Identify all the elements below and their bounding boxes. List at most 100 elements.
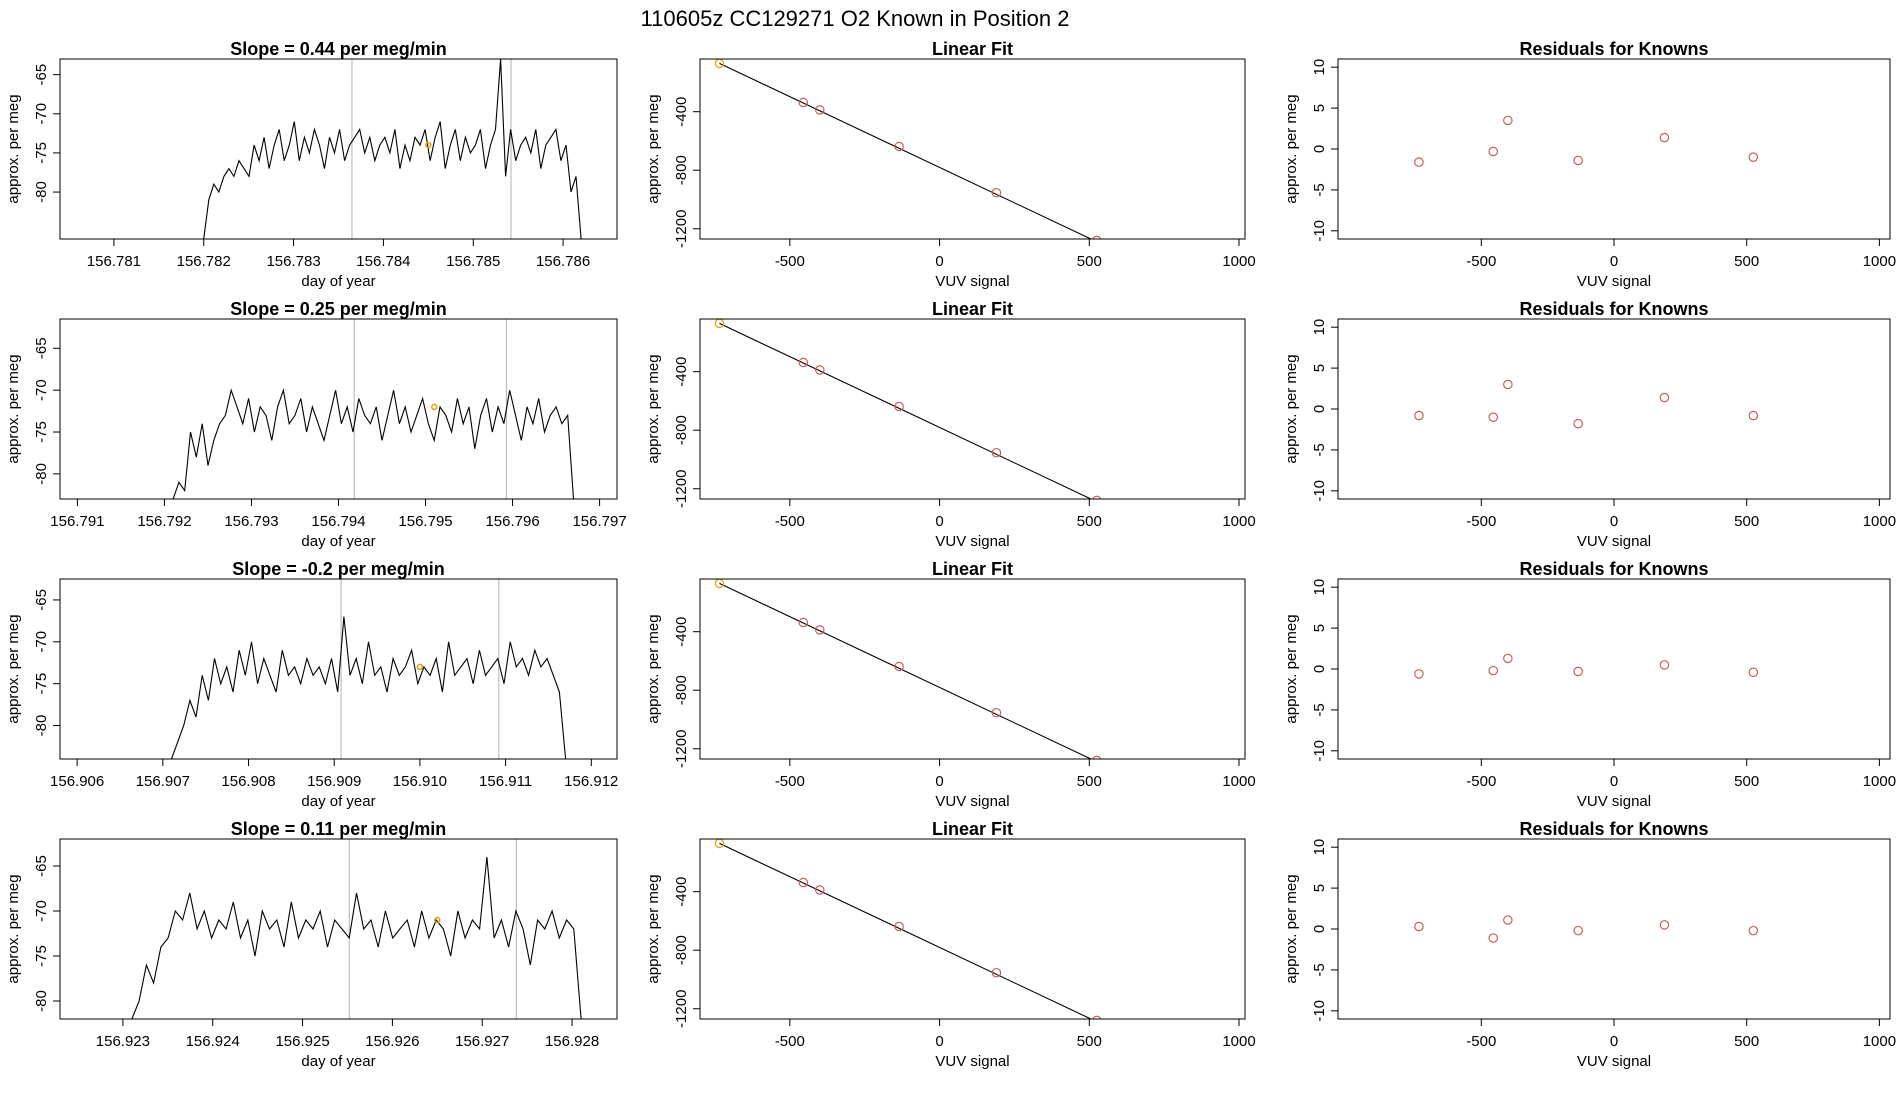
chart-title: Linear Fit — [932, 819, 1013, 839]
x-tick-label: -500 — [1466, 773, 1496, 790]
data-layer — [203, 59, 582, 239]
y-tick-label: -65 — [33, 337, 50, 359]
data-layer — [172, 319, 575, 499]
y-tick-label: 0 — [1311, 925, 1328, 933]
x-tick-label: 500 — [1734, 253, 1759, 270]
y-tick-label: -75 — [33, 142, 50, 164]
chart-panel-3-3: Residuals for Knowns VUV signal approx. pe… — [1283, 559, 1896, 810]
data-point — [814, 625, 825, 635]
x-axis-label: VUV signal — [935, 273, 1009, 290]
y-tick-label: -800 — [673, 675, 690, 705]
y-tick-label: 10 — [1311, 839, 1328, 856]
series-line — [203, 59, 582, 239]
plot-frame — [1337, 318, 1891, 500]
x-axis-label: VUV signal — [935, 533, 1009, 550]
data-point — [1092, 1015, 1102, 1019]
data-layer — [1414, 379, 1759, 429]
x-tick-label: 156.923 — [96, 1033, 150, 1050]
data-point — [1748, 152, 1759, 162]
data-point — [1414, 157, 1424, 167]
x-axis-label: day of year — [301, 1053, 375, 1070]
data-layer — [714, 319, 1102, 499]
data-point — [894, 921, 904, 932]
data-point — [1659, 920, 1670, 930]
x-tick-label: 156.786 — [536, 253, 590, 270]
y-tick-label: 5 — [1311, 364, 1328, 372]
y-axis-label: approx. per meg — [645, 614, 662, 723]
x-tick-label: 500 — [1077, 773, 1102, 790]
x-axis-label: VUV signal — [1577, 793, 1651, 810]
data-point — [1503, 115, 1513, 126]
y-tick-label: -1200 — [673, 470, 690, 508]
data-point — [814, 885, 825, 895]
fit-line — [719, 62, 1093, 239]
y-axis-label: approx. per meg — [1283, 354, 1300, 463]
y-tick-label: -10 — [1311, 480, 1328, 502]
y-tick-label: -400 — [673, 617, 690, 647]
x-tick-label: 156.792 — [137, 513, 191, 530]
y-tick-label: 5 — [1311, 624, 1328, 632]
x-tick-label: 1000 — [1863, 513, 1896, 530]
y-tick-label: -10 — [1311, 740, 1328, 762]
plot-grid: Slope = 0.44 per meg/min day of year appro… — [5, 39, 1896, 1070]
x-tick-label: 156.794 — [311, 513, 365, 530]
data-point — [1414, 669, 1424, 679]
highlight-point — [425, 141, 432, 149]
y-tick-label: 0 — [1311, 405, 1328, 413]
y-axis-label: approx. per meg — [5, 874, 22, 983]
data-point — [1573, 925, 1583, 936]
y-tick-label: -80 — [33, 181, 50, 203]
x-tick-label: 1000 — [1863, 1033, 1896, 1050]
y-tick-label: 10 — [1311, 579, 1328, 596]
y-tick-label: -800 — [673, 155, 690, 185]
y-axis-label: approx. per meg — [5, 94, 22, 203]
y-axis-label: approx. per meg — [1283, 94, 1300, 203]
fit-line — [719, 322, 1093, 499]
y-axis-label: approx. per meg — [1283, 614, 1300, 723]
x-axis-label: day of year — [301, 273, 375, 290]
data-point — [1748, 667, 1759, 678]
y-tick-label: -400 — [673, 877, 690, 907]
data-point — [1503, 915, 1513, 925]
highlight-point — [416, 663, 424, 671]
y-tick-label: -70 — [33, 379, 50, 401]
data-layer — [714, 839, 1102, 1019]
chart-panel-1-1: Slope = 0.44 per meg/min day of year appro… — [5, 39, 618, 290]
y-tick-label: -10 — [1311, 1000, 1328, 1022]
x-tick-label: -500 — [775, 253, 805, 270]
x-axis-label: VUV signal — [935, 793, 1009, 810]
data-point — [1488, 665, 1499, 676]
data-point — [1748, 925, 1759, 936]
chart-panel-1-3: Slope = -0.2 per meg/min day of year appro… — [5, 559, 618, 810]
y-axis-label: approx. per meg — [645, 874, 662, 983]
y-tick-label: -65 — [33, 64, 50, 86]
x-tick-label: 156.928 — [545, 1033, 599, 1050]
data-point — [991, 967, 1002, 978]
plot-frame — [699, 318, 1246, 500]
x-tick-label: 156.795 — [398, 513, 452, 530]
data-point — [814, 105, 825, 115]
x-tick-label: 0 — [1610, 253, 1618, 270]
data-point — [894, 661, 904, 672]
x-tick-label: 0 — [935, 773, 943, 790]
y-tick-label: 0 — [1311, 145, 1328, 153]
y-tick-label: -70 — [33, 103, 50, 125]
data-point — [1748, 410, 1759, 421]
plot-frame — [1337, 58, 1891, 240]
y-axis-label: approx. per meg — [5, 354, 22, 463]
x-tick-label: 156.791 — [50, 513, 104, 530]
data-point — [1092, 235, 1102, 239]
data-layer — [131, 839, 582, 1019]
x-tick-label: 156.908 — [221, 773, 275, 790]
x-tick-label: 156.924 — [186, 1033, 240, 1050]
y-tick-label: -80 — [33, 715, 50, 737]
y-tick-label: -800 — [673, 415, 690, 445]
x-tick-label: -500 — [775, 513, 805, 530]
fit-line — [719, 582, 1093, 759]
data-point — [1092, 495, 1102, 499]
x-tick-label: -500 — [1466, 253, 1496, 270]
x-tick-label: 156.925 — [275, 1033, 329, 1050]
y-tick-label: 5 — [1311, 884, 1328, 892]
x-tick-label: 156.793 — [224, 513, 278, 530]
x-tick-label: 500 — [1734, 513, 1759, 530]
